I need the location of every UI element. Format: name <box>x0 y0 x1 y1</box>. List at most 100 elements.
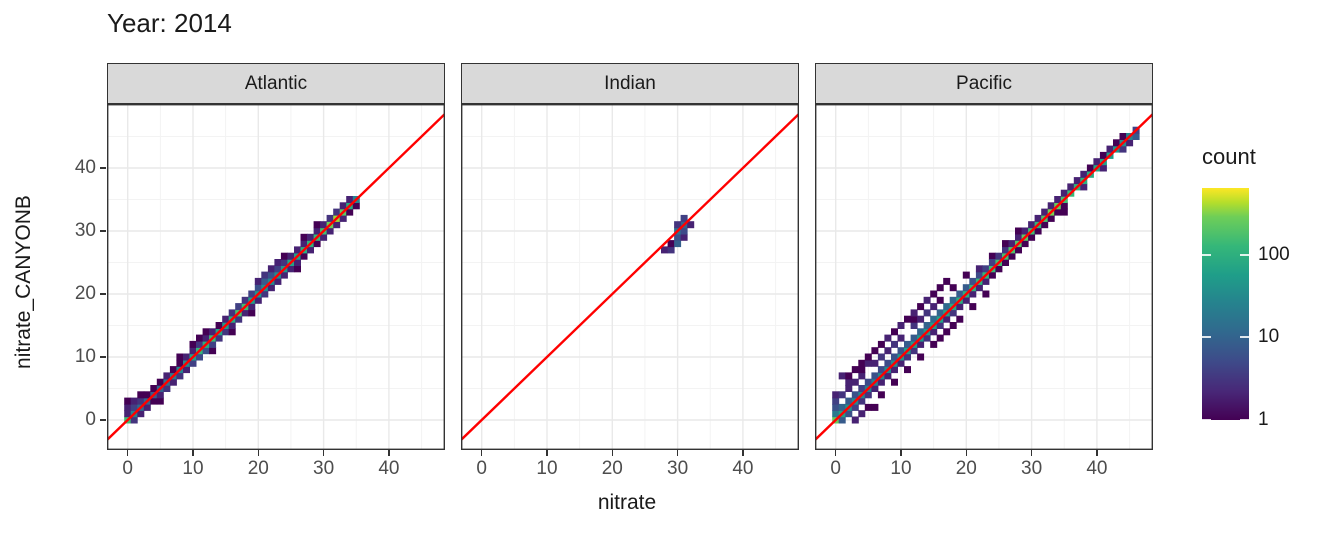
bin-cell <box>287 252 295 260</box>
y-tick-mark <box>100 167 106 169</box>
facet-strip-label: Indian <box>604 72 656 94</box>
facet-strip-label: Pacific <box>956 72 1012 94</box>
bin-cell <box>917 315 925 323</box>
bin-cell <box>962 296 970 304</box>
bin-cell <box>884 359 892 367</box>
bin-cell <box>871 359 879 367</box>
legend-notch <box>1240 419 1249 421</box>
bin-cell <box>307 246 314 254</box>
bin-cell <box>196 353 203 361</box>
bin-cell <box>156 391 164 399</box>
bin-cell <box>897 359 905 367</box>
bin-cell <box>930 315 938 323</box>
bin-cell <box>910 347 918 355</box>
bin-cell <box>851 366 859 374</box>
bin-cell <box>871 385 879 392</box>
legend-notch <box>1202 253 1211 256</box>
bin-cell <box>838 416 846 424</box>
bin-cell <box>897 334 905 342</box>
bin-cell <box>667 240 675 248</box>
x-tick-label: 10 <box>182 458 204 479</box>
bin-cell <box>1080 170 1088 178</box>
bin-cell <box>858 385 866 392</box>
bin-cell <box>1099 151 1107 159</box>
bin-cell <box>150 385 158 392</box>
y-axis-title: nitrate_CANYONB <box>12 195 35 369</box>
y-tick-label: 10 <box>74 346 96 367</box>
x-tick-mark <box>322 450 325 456</box>
bin-cell <box>248 290 256 298</box>
bin-cell <box>339 214 347 222</box>
bin-cell <box>923 309 931 317</box>
y-tick-label: 30 <box>74 220 96 241</box>
bin-cell <box>261 271 269 279</box>
bin-cell <box>1002 259 1009 266</box>
bin-cell <box>143 391 151 399</box>
bin-cell <box>858 372 866 380</box>
bin-cell <box>183 353 190 361</box>
x-axis-title: nitrate <box>597 491 657 514</box>
bin-cell <box>1008 252 1016 260</box>
bin-cell <box>124 397 132 405</box>
y-tick-label: 20 <box>74 283 96 304</box>
facet-strip-pacific: Pacific <box>815 63 1153 104</box>
bin-cell <box>196 334 203 342</box>
bin-cell <box>346 196 354 203</box>
bin-cell <box>943 328 951 336</box>
bin-cell <box>189 347 197 355</box>
x-tick-label: 20 <box>247 458 269 479</box>
bin-cell <box>124 403 132 411</box>
bin-cell <box>300 233 308 241</box>
bin-cell <box>1106 145 1114 153</box>
bin-cell <box>904 315 911 323</box>
legend-notch <box>1202 419 1211 421</box>
bin-cell <box>943 315 951 323</box>
bin-cell <box>891 378 898 386</box>
x-tick-mark <box>676 450 679 456</box>
bin-cell <box>1132 133 1140 140</box>
bin-cell <box>956 315 964 323</box>
bin-cell <box>326 214 334 222</box>
bin-cell <box>1015 227 1022 235</box>
bin-cell <box>962 284 970 292</box>
bin-cell <box>858 397 866 405</box>
bin-cell <box>202 347 210 355</box>
bin-cell <box>995 265 1003 273</box>
bin-cell <box>1067 183 1075 191</box>
legend-notch <box>1202 336 1211 339</box>
bin-cell <box>307 233 314 241</box>
bin-cell <box>851 416 859 424</box>
bin-cell <box>287 265 295 273</box>
bin-cell <box>274 265 282 273</box>
bin-cell <box>995 252 1003 260</box>
bin-cell <box>130 416 138 424</box>
bin-cell <box>930 290 938 298</box>
bin-cell <box>320 221 328 229</box>
bin-cell <box>156 397 164 405</box>
bin-cell <box>196 340 203 348</box>
bin-cell <box>313 227 321 235</box>
bin-cell <box>1099 164 1107 172</box>
bin-cell <box>1126 139 1134 147</box>
bin-cell <box>1054 208 1062 216</box>
identity-line <box>107 113 445 441</box>
bin-cell <box>228 309 236 317</box>
plot-title: Year: 2014 <box>107 8 232 38</box>
bin-cell <box>838 372 846 380</box>
bin-cell <box>904 340 911 348</box>
bin-cell <box>1047 202 1055 210</box>
bin-cell <box>982 290 990 298</box>
bin-cell <box>674 240 682 248</box>
bin-cell <box>858 366 866 374</box>
bin-cell <box>228 322 236 329</box>
bin-cell <box>209 328 217 336</box>
bin-cell <box>864 378 872 386</box>
bin-cell <box>832 410 840 418</box>
bin-cell <box>274 277 282 285</box>
bin-cell <box>137 410 145 418</box>
bin-cell <box>943 277 951 285</box>
bin-cell <box>917 340 925 348</box>
bin-cell <box>1080 183 1088 191</box>
bin-cell <box>975 271 983 279</box>
bin-cell <box>209 340 217 348</box>
